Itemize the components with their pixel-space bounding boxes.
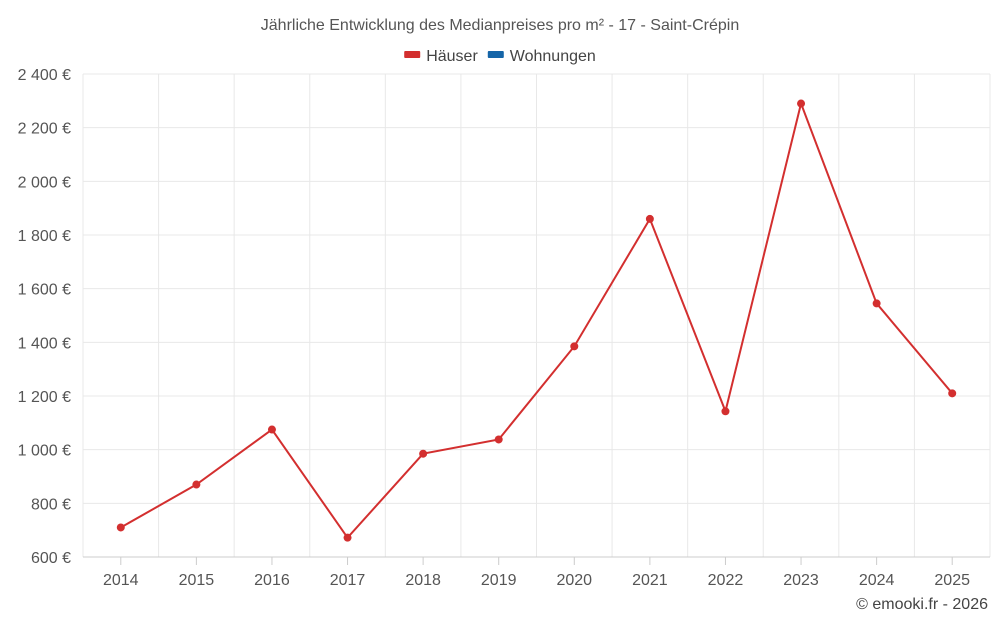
legend-swatch: [487, 51, 504, 58]
y-tick-label: 600 €: [31, 550, 71, 567]
x-tick-label: 2017: [330, 572, 366, 589]
x-tick-label: 2016: [254, 572, 290, 589]
data-point: [570, 342, 579, 351]
credit-text: © emooki.fr - 2026: [856, 596, 988, 613]
data-point: [116, 523, 125, 532]
y-tick-label: 1 000 €: [18, 443, 71, 460]
x-tick-label: 2019: [481, 572, 517, 589]
y-tick-label: 1 800 €: [18, 228, 71, 245]
y-tick-label: 2 400 €: [18, 67, 71, 84]
data-point: [948, 389, 957, 398]
series-layer: [116, 99, 957, 542]
legend-label: Wohnungen: [510, 48, 596, 65]
x-tick-label: 2014: [103, 572, 139, 589]
data-point: [872, 299, 881, 308]
legend-swatch: [404, 51, 421, 58]
series-line-häuser: [120, 100, 953, 540]
x-tick-label: 2022: [708, 572, 744, 589]
data-point: [645, 214, 654, 223]
x-tick-label: 2024: [859, 572, 895, 589]
y-tick-label: 1 400 €: [18, 335, 71, 352]
y-tick-label: 1 200 €: [18, 389, 71, 406]
x-tick-label: 2020: [556, 572, 592, 589]
x-tick-label: 2018: [405, 572, 441, 589]
chart-legend: Häuser Wohnungen: [404, 48, 596, 65]
data-point: [721, 407, 730, 416]
x-tick-label: 2015: [179, 572, 215, 589]
data-point: [192, 480, 201, 489]
axes: 600 € 800 € 1 000 € 1 200 € 1 400 € 1 600 € 1 …: [18, 67, 990, 589]
x-tick-label: 2021: [632, 572, 668, 589]
x-tick-label: 2023: [783, 572, 819, 589]
y-tick-label: 1 600 €: [18, 282, 71, 299]
grid: [82, 73, 991, 557]
chart-title: Jährliche Entwicklung des Medianpreises …: [261, 17, 739, 34]
data-point: [797, 99, 806, 108]
data-point: [343, 533, 352, 542]
y-tick-label: 800 €: [31, 496, 71, 513]
y-tick-label: 2 000 €: [18, 174, 71, 191]
x-tick-label: 2025: [934, 572, 970, 589]
data-point: [494, 435, 503, 444]
data-point: [419, 449, 428, 458]
legend-label: Häuser: [426, 48, 478, 65]
data-point: [267, 425, 276, 434]
y-tick-label: 2 200 €: [18, 121, 71, 138]
